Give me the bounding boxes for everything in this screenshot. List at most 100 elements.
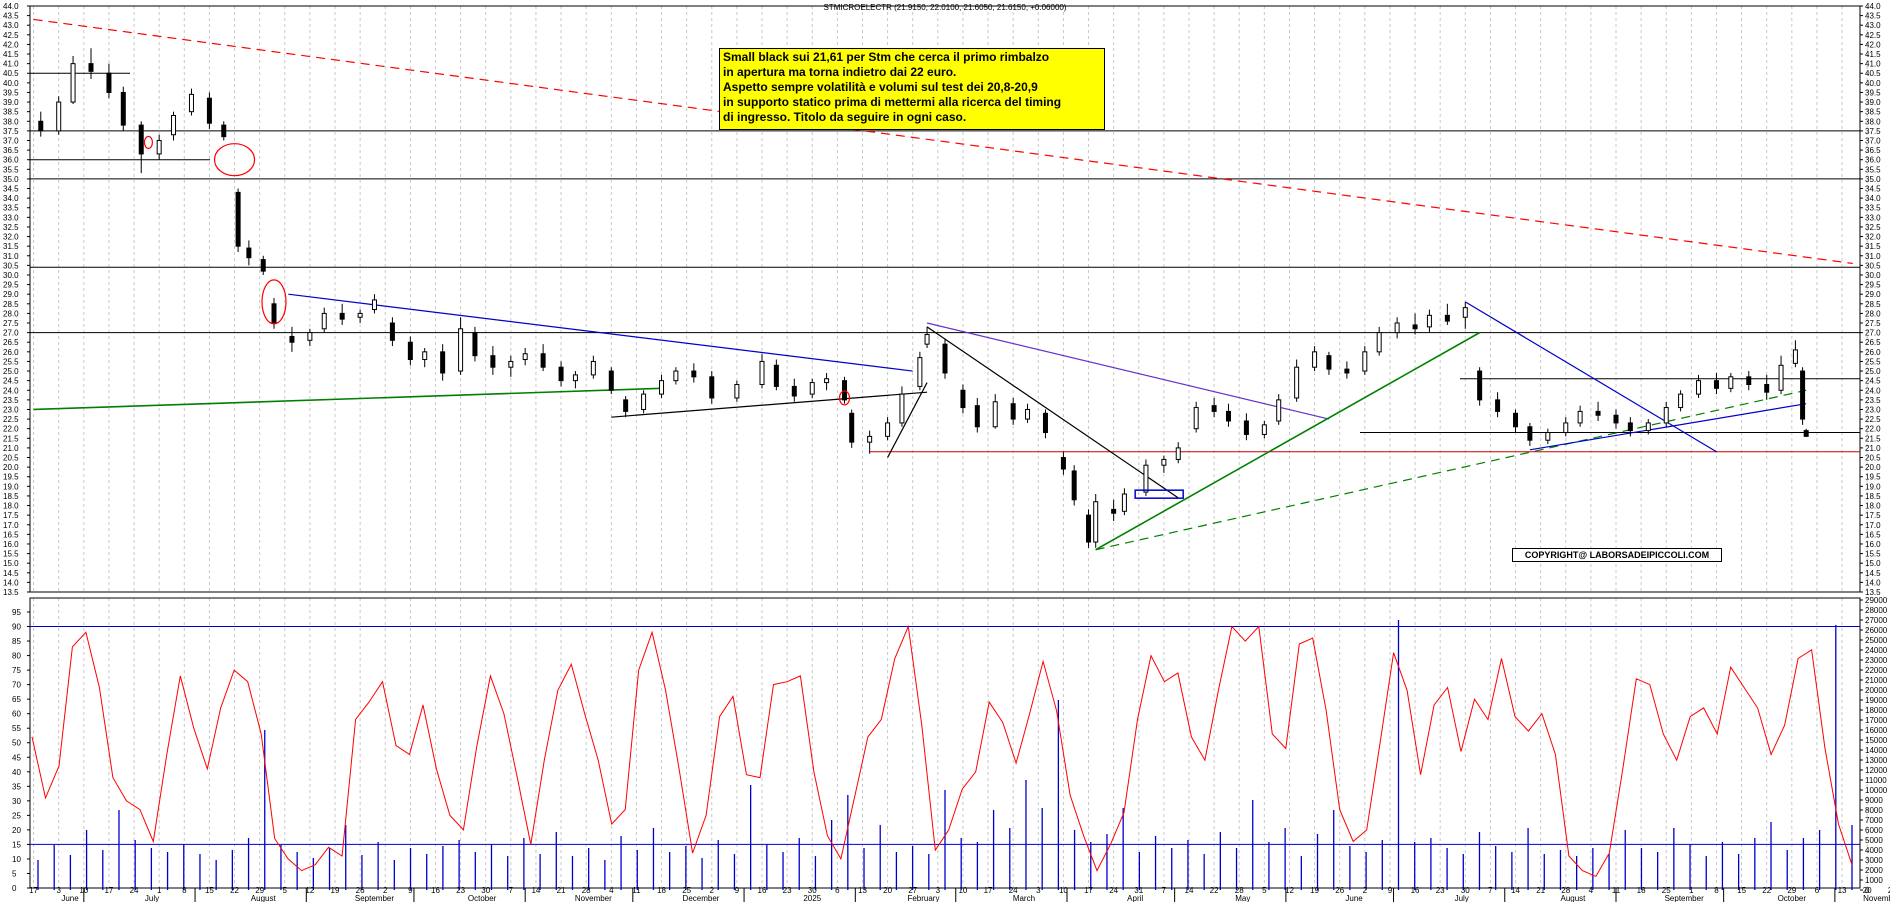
candle-body — [992, 401, 998, 428]
x-tick-label: 24 — [1109, 886, 1118, 895]
x-tick-label: 9 — [735, 886, 740, 895]
x-month-label: Novemb — [1863, 894, 1890, 902]
volume-tick-label: 25000 — [1865, 636, 1888, 645]
candle-body — [1193, 407, 1199, 430]
indicator-tick-label: 90 — [12, 623, 21, 632]
price-tick-label-right: 24.0 — [1865, 386, 1881, 395]
candle-body — [1495, 399, 1501, 412]
x-month-label: April — [1127, 894, 1143, 902]
candle-body — [1025, 408, 1031, 420]
price-tick-label-left: 28.5 — [3, 300, 19, 309]
price-tick-label-left: 21.5 — [3, 434, 19, 443]
x-tick-label: 16 — [1411, 886, 1420, 895]
candle-body — [1800, 370, 1806, 420]
candle-body — [422, 351, 428, 361]
candle-body — [458, 328, 464, 372]
price-tick-label-left: 28.0 — [3, 309, 19, 318]
red-ellipse-marker — [838, 390, 851, 406]
price-tick-label-left: 23.0 — [3, 405, 19, 414]
price-tick-label-left: 17.0 — [3, 521, 19, 530]
candle-body — [1728, 376, 1734, 389]
candle-body — [1713, 380, 1719, 389]
volume-tick-label: 5000 — [1865, 836, 1883, 845]
price-tick-label-right: 15.5 — [1865, 550, 1881, 559]
price-tick-label-left: 22.0 — [3, 425, 19, 434]
indicator-tick-label: 0 — [12, 884, 17, 893]
candle-body — [138, 124, 144, 155]
candle-body — [1792, 349, 1798, 364]
candle-body — [540, 353, 546, 368]
price-tick-label-left: 39.5 — [3, 88, 19, 97]
x-tick-label: 6 — [835, 886, 840, 895]
x-tick-label: 3 — [56, 886, 61, 895]
price-tick-label-left: 19.0 — [3, 482, 19, 491]
x-tick-label: 7 — [1488, 886, 1493, 895]
price-tick-label-right: 16.5 — [1865, 530, 1881, 539]
volume-bars — [37, 620, 1853, 890]
price-tick-label-right: 26.5 — [1865, 338, 1881, 347]
price-tick-label-right: 16.0 — [1865, 540, 1881, 549]
annotation-line: Aspetto sempre volatilità e volumi sul t… — [723, 80, 1038, 94]
price-tick-label-left: 25.5 — [3, 357, 19, 366]
candle-body — [289, 335, 295, 343]
candle-body — [56, 101, 62, 132]
trendline — [611, 391, 928, 418]
candle-body — [371, 299, 377, 311]
price-tick-label-right: 17.5 — [1865, 511, 1881, 520]
indicator-tick-label: 25 — [12, 811, 21, 820]
x-tick-label: 17 — [984, 886, 993, 895]
candle-body — [1344, 368, 1350, 374]
price-tick-label-right: 21.0 — [1865, 444, 1881, 453]
price-tick-label-right: 13.5 — [1865, 588, 1881, 597]
candle-body — [1545, 432, 1551, 441]
candle-body — [339, 312, 345, 320]
candle-body — [221, 124, 227, 138]
price-tick-label-right: 31.5 — [1865, 242, 1881, 251]
price-tick-label-left: 35.5 — [3, 165, 19, 174]
x-tick-label: 21 — [557, 886, 566, 895]
x-tick-label: 5 — [283, 886, 288, 895]
x-month-label: March — [1013, 894, 1035, 902]
price-tick-label-right: 20.5 — [1865, 454, 1881, 463]
chart-title: STMICROELECTR (21.9150, 22.0100, 21.6050… — [823, 3, 1066, 12]
candle-body — [641, 393, 647, 410]
candle-body — [1663, 407, 1669, 424]
x-tick-label: 13 — [1838, 886, 1847, 895]
indicator-tick-label: 55 — [12, 724, 21, 733]
x-month-label: November — [575, 894, 612, 902]
candle-body — [389, 322, 395, 341]
trendline — [1529, 403, 1807, 451]
candle-body — [1462, 307, 1468, 318]
annotation-line: Small black sui 21,61 per Stm che cerca … — [723, 50, 1050, 64]
candle-body — [824, 378, 830, 384]
candle-body — [1111, 508, 1117, 514]
price-tick-label-right: 33.5 — [1865, 204, 1881, 213]
candle-body — [1764, 383, 1770, 393]
volume-tick-label: 27000 — [1865, 616, 1888, 625]
candle-body — [842, 380, 848, 401]
price-tick-label-right: 23.0 — [1865, 405, 1881, 414]
candle-body — [260, 259, 266, 272]
volume-tick-label: 13000 — [1865, 756, 1888, 765]
oscillator-line — [30, 624, 1860, 878]
x-tick-label: 22 — [230, 886, 239, 895]
indicator-tick-label: 45 — [12, 753, 21, 762]
candle-body — [1143, 464, 1149, 493]
volume-tick-label: 19000 — [1865, 696, 1888, 705]
price-tick-label-left: 39.0 — [3, 98, 19, 107]
x-tick-label: 24 — [1009, 886, 1018, 895]
x-tick-label: 26 — [1335, 886, 1344, 895]
price-tick-label-right: 25.5 — [1865, 357, 1881, 366]
x-tick-label: 17 — [1084, 886, 1093, 895]
x-tick-label: 13 — [858, 886, 867, 895]
red-ellipse-marker — [213, 143, 256, 177]
candle-body — [1010, 403, 1016, 420]
price-tick-label-left: 32.0 — [3, 233, 19, 242]
candle-body — [1477, 370, 1483, 401]
price-tick-label-left: 33.0 — [3, 213, 19, 222]
x-tick-label: 30 — [481, 886, 490, 895]
trendline — [1095, 331, 1481, 551]
price-tick-label-right: 35.0 — [1865, 175, 1881, 184]
red-ellipse-marker — [143, 135, 154, 150]
candle-body — [156, 139, 162, 155]
